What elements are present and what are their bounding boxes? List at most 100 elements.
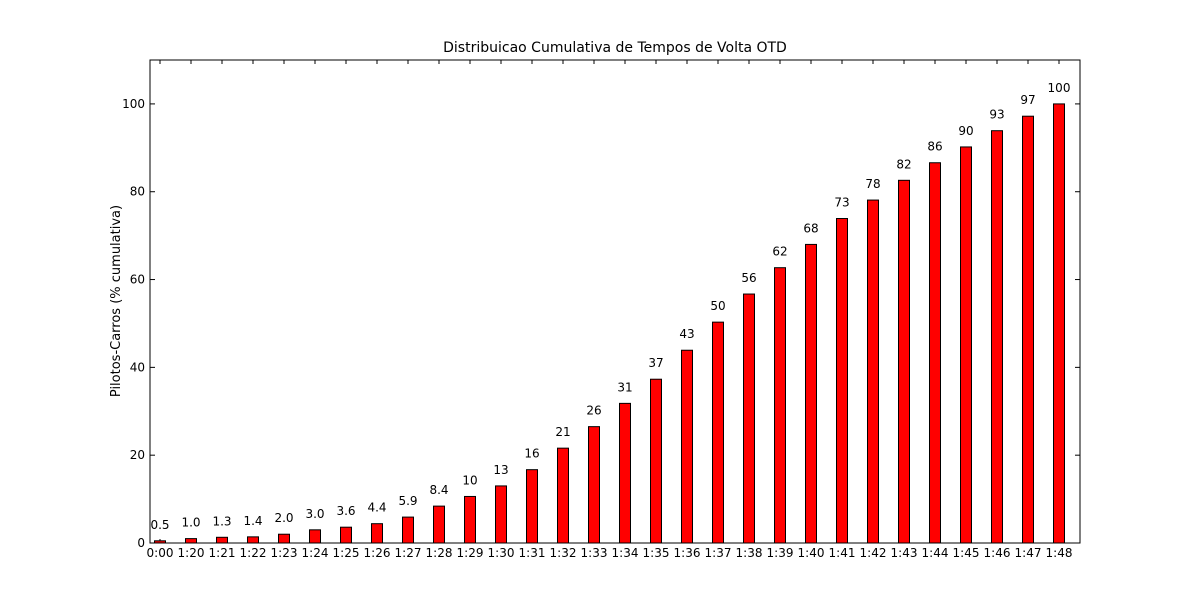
- bar-1:25: [340, 526, 352, 544]
- data-label-1:37: 50: [710, 299, 725, 313]
- bar-1:37: [712, 321, 724, 544]
- x-tick-label-1:24: 1:24: [302, 546, 329, 560]
- y-tick-label-20: 20: [130, 448, 145, 462]
- x-tick-label-1:28: 1:28: [426, 546, 453, 560]
- y-tick-label-0: 0: [137, 536, 145, 550]
- data-label-1:38: 56: [741, 271, 756, 285]
- x-tick-label-1:21: 1:21: [209, 546, 236, 560]
- data-label-1:36: 43: [679, 327, 694, 341]
- y-axis-label: Pilotos-Carros (% cumulativa): [109, 205, 124, 397]
- bar-1:21: [216, 536, 228, 544]
- x-tick-label-1:34: 1:34: [612, 546, 639, 560]
- bar-1:45: [960, 146, 972, 544]
- data-label-1:31: 16: [524, 447, 539, 461]
- bar-1:34: [619, 402, 631, 544]
- bar-1:24: [309, 529, 321, 544]
- data-label-1:24: 3.0: [305, 507, 324, 521]
- data-label-1:45: 90: [958, 124, 973, 138]
- data-label-1:29: 10: [462, 473, 477, 487]
- data-label-1:47: 97: [1020, 93, 1035, 107]
- data-label-1:22: 1.4: [243, 514, 262, 528]
- x-tick-label-0:00: 0:00: [147, 546, 174, 560]
- data-label-1:39: 62: [772, 245, 787, 259]
- bar-1:27: [402, 516, 414, 544]
- data-label-1:21: 1.3: [212, 514, 231, 528]
- bar-1:30: [495, 485, 507, 544]
- y-tick-labels: 0 20 40 60 80 100: [122, 97, 145, 550]
- data-label-1:48: 100: [1048, 81, 1071, 95]
- y-tick-label-60: 60: [130, 273, 145, 287]
- data-label-1:32: 21: [555, 425, 570, 439]
- x-tick-label-1:39: 1:39: [767, 546, 794, 560]
- x-tick-label-1:22: 1:22: [240, 546, 267, 560]
- x-tick-label-1:25: 1:25: [333, 546, 360, 560]
- y-tick-label-100: 100: [122, 97, 145, 111]
- data-label-1:28: 8.4: [429, 483, 448, 497]
- x-tick-label-1:29: 1:29: [457, 546, 484, 560]
- x-tick-label-1:31: 1:31: [519, 546, 546, 560]
- bar-1:36: [681, 349, 693, 544]
- x-tick-label-1:43: 1:43: [891, 546, 918, 560]
- data-label-1:46: 93: [989, 108, 1004, 122]
- data-label-1:41: 73: [834, 196, 849, 210]
- bar-1:48: [1053, 103, 1065, 544]
- data-label-1:25: 3.6: [336, 504, 355, 518]
- data-label-1:33: 26: [586, 404, 601, 418]
- data-label-1:23: 2.0: [274, 511, 293, 525]
- y-tick-label-40: 40: [130, 360, 145, 374]
- x-tick-label-1:45: 1:45: [953, 546, 980, 560]
- data-labels: 0.5 1.0 1.3 1.4 2.0 3.0 3.6 4.4 5.9 8.4 10 13 16 21 26…: [150, 81, 1070, 532]
- x-tick-label-1:35: 1:35: [643, 546, 670, 560]
- bar-1:42: [867, 199, 879, 544]
- x-tick-label-1:26: 1:26: [364, 546, 391, 560]
- bar-1:46: [991, 130, 1003, 544]
- data-label-1:43: 82: [896, 157, 911, 171]
- x-tick-label-1:23: 1:23: [271, 546, 298, 560]
- bar-1:29: [464, 495, 476, 544]
- x-tick-label-1:48: 1:48: [1046, 546, 1073, 560]
- data-label-1:34: 31: [617, 380, 632, 394]
- data-label-0:00: 0.5: [150, 518, 169, 532]
- bar-1:41: [836, 218, 848, 544]
- bar-1:40: [805, 243, 817, 544]
- bars: [154, 103, 1065, 544]
- x-tick-label-1:47: 1:47: [1015, 546, 1042, 560]
- bar-1:28: [433, 505, 445, 544]
- x-tick-label-1:42: 1:42: [860, 546, 887, 560]
- y-tick-label-80: 80: [130, 185, 145, 199]
- x-tick-label-1:46: 1:46: [984, 546, 1011, 560]
- bar-1:22: [247, 536, 259, 544]
- data-label-1:44: 86: [927, 140, 942, 154]
- x-tick-label-1:36: 1:36: [674, 546, 701, 560]
- x-tick-label-1:44: 1:44: [922, 546, 949, 560]
- data-label-1:26: 4.4: [367, 501, 386, 515]
- bar-1:44: [929, 162, 941, 544]
- bar-1:39: [774, 267, 786, 544]
- data-label-1:40: 68: [803, 221, 818, 235]
- bar-1:32: [557, 447, 569, 544]
- x-tick-label-1:38: 1:38: [736, 546, 763, 560]
- x-tick-label-1:27: 1:27: [395, 546, 422, 560]
- data-label-1:42: 78: [865, 177, 880, 191]
- bar-1:26: [371, 523, 383, 544]
- x-tick-label-1:40: 1:40: [798, 546, 825, 560]
- bar-1:38: [743, 293, 755, 544]
- x-tick-label-1:32: 1:32: [550, 546, 577, 560]
- x-tick-label-1:30: 1:30: [488, 546, 515, 560]
- plot-frame: [149, 59, 1081, 544]
- bar-1:33: [588, 426, 600, 544]
- data-label-1:20: 1.0: [181, 516, 200, 530]
- chart-title: Distribuicao Cumulativa de Tempos de Vol…: [443, 40, 787, 56]
- data-label-1:27: 5.9: [398, 494, 417, 508]
- bar-1:20: [185, 538, 197, 544]
- x-tick-labels: 0:00 1:20 1:21 1:22 1:23 1:24 1:25 1:26 1:27 1:28…: [147, 546, 1073, 560]
- data-label-1:35: 37: [648, 356, 663, 370]
- bar-1:47: [1022, 115, 1034, 544]
- x-tick-label-1:33: 1:33: [581, 546, 608, 560]
- x-tick-label-1:37: 1:37: [705, 546, 732, 560]
- x-tick-label-1:41: 1:41: [829, 546, 856, 560]
- bar-1:35: [650, 378, 662, 544]
- bar-1:23: [278, 533, 290, 544]
